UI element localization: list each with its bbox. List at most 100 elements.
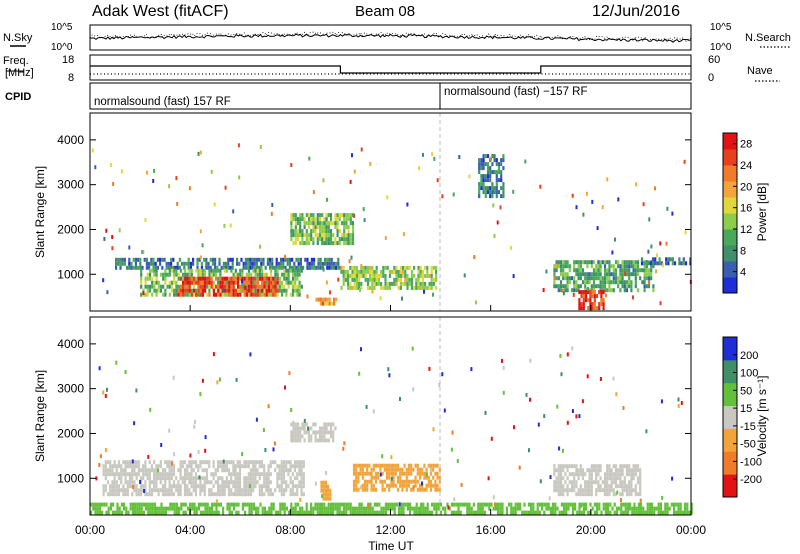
data-cell <box>210 488 213 493</box>
colorbar-tick-label: 8 <box>740 245 746 257</box>
data-cell <box>343 221 346 226</box>
data-cell <box>661 263 664 268</box>
data-cell <box>418 487 422 492</box>
data-cell <box>410 281 413 286</box>
data-cell <box>497 162 501 167</box>
data-cell <box>580 290 583 295</box>
data-cell <box>573 276 576 281</box>
data-cell <box>599 377 602 381</box>
data-cell <box>577 476 580 481</box>
data-cell <box>334 426 337 431</box>
data-cell <box>598 302 601 307</box>
data-cell <box>218 377 221 382</box>
data-cell <box>300 492 303 497</box>
data-cell <box>363 487 367 492</box>
data-cell <box>394 483 397 488</box>
data-cell <box>178 510 181 515</box>
data-cell <box>250 288 253 293</box>
data-cell <box>650 276 653 281</box>
data-cell <box>383 463 386 468</box>
data-cell <box>318 430 322 435</box>
data-cell <box>122 484 125 489</box>
cpid-mode-2: normalsound (fast) −157 RF <box>444 86 588 98</box>
data-cell <box>232 460 235 465</box>
data-cell <box>128 460 132 465</box>
data-cell <box>291 284 295 289</box>
data-cell <box>327 502 330 507</box>
data-cell <box>368 471 371 476</box>
data-cell <box>128 245 131 250</box>
data-cell <box>173 280 176 285</box>
data-cell <box>129 506 132 511</box>
data-cell <box>96 502 99 507</box>
data-cell <box>566 264 569 269</box>
data-cell <box>194 472 198 477</box>
data-cell <box>628 464 631 469</box>
data-cell <box>271 460 275 465</box>
data-cell <box>188 464 191 469</box>
data-cell <box>155 272 158 277</box>
data-cell <box>301 422 304 427</box>
data-cell <box>135 484 138 489</box>
data-cell <box>291 464 294 469</box>
data-cell <box>288 510 291 515</box>
data-cell <box>617 264 620 269</box>
data-cell <box>312 225 315 230</box>
data-cell <box>564 288 567 293</box>
data-cell <box>312 506 315 511</box>
data-cell <box>492 495 495 500</box>
data-cell <box>625 260 629 265</box>
data-cell <box>227 492 231 497</box>
data-cell <box>225 292 229 297</box>
data-cell <box>582 502 585 507</box>
data-cell <box>401 296 403 301</box>
data-cell <box>232 464 235 469</box>
data-cell <box>349 265 352 270</box>
data-cell <box>366 467 369 472</box>
data-cell <box>237 502 240 507</box>
data-cell <box>170 257 173 262</box>
data-cell <box>261 288 264 293</box>
data-cell <box>599 268 602 273</box>
data-cell <box>109 506 112 511</box>
data-cell <box>122 492 125 497</box>
data-cell <box>438 383 441 387</box>
data-cell <box>278 484 281 489</box>
data-cell <box>416 467 419 472</box>
data-cell <box>192 480 195 485</box>
data-cell <box>151 502 154 507</box>
data-cell <box>294 233 297 238</box>
data-cell <box>436 487 439 492</box>
data-cell <box>326 257 329 262</box>
data-cell <box>173 452 176 457</box>
data-cell <box>299 261 302 266</box>
data-cell <box>263 276 266 281</box>
data-cell <box>194 464 198 469</box>
data-cell <box>263 464 266 469</box>
data-cell <box>208 280 211 285</box>
data-cell <box>584 276 587 281</box>
data-cell <box>117 464 121 469</box>
data-cell <box>214 472 217 477</box>
data-cell <box>139 484 143 489</box>
data-cell <box>314 229 317 234</box>
data-cell <box>557 480 560 485</box>
data-cell <box>134 502 137 507</box>
data-cell <box>412 487 415 492</box>
data-cell <box>621 280 624 285</box>
data-cell <box>234 268 237 273</box>
data-cell <box>263 510 266 515</box>
data-cell <box>430 285 433 290</box>
data-cell <box>584 260 587 265</box>
data-cell <box>285 288 288 293</box>
data-cell <box>260 257 263 262</box>
data-cell <box>425 472 428 477</box>
data-cell <box>630 284 633 289</box>
data-cell <box>146 492 149 497</box>
data-cell <box>123 261 126 266</box>
data-cell <box>332 241 335 246</box>
data-cell <box>241 268 244 273</box>
data-cell <box>236 476 239 481</box>
data-cell <box>238 464 242 469</box>
data-cell <box>562 276 565 281</box>
